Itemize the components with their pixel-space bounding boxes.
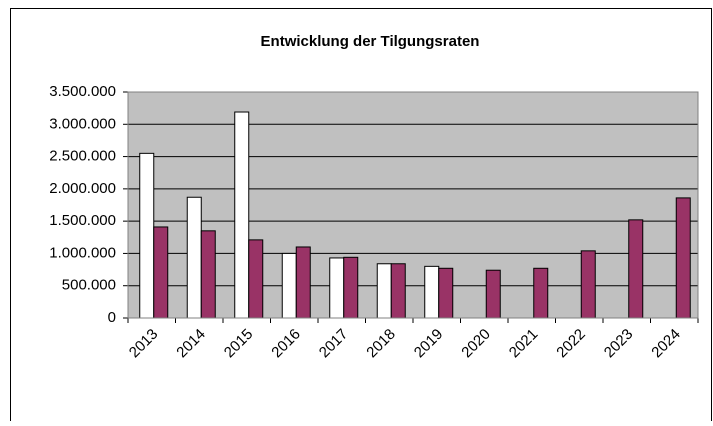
bar [153,226,169,319]
bar [343,256,359,319]
y-tick-label: 500.000 [62,277,116,294]
bar [295,246,311,319]
y-tick-label: 3.000.000 [49,115,116,132]
plot-border [127,91,699,319]
bar [139,152,155,319]
chart-title: Entwicklung der Tilgungsraten [261,33,480,50]
y-tick-label: 1.500.000 [49,212,116,229]
bar [628,219,644,319]
y-tick-label: 1.000.000 [49,244,116,261]
plot-area [128,92,698,318]
y-tick-label: 2.000.000 [49,180,116,197]
bar [376,263,392,319]
y-tick-label: 2.500.000 [49,148,116,165]
bar [438,267,454,319]
bar [485,269,501,319]
bar [675,197,691,319]
bar [424,265,440,319]
bar [234,111,250,319]
bar [533,267,549,319]
bar [186,196,202,319]
bar [580,250,596,319]
bar [390,263,406,319]
y-tick-label: 0 [108,309,116,326]
bar [200,230,216,319]
y-tick-label: 3.500.000 [49,83,116,100]
bar [329,257,345,319]
bar [248,239,264,319]
bar [281,252,297,319]
